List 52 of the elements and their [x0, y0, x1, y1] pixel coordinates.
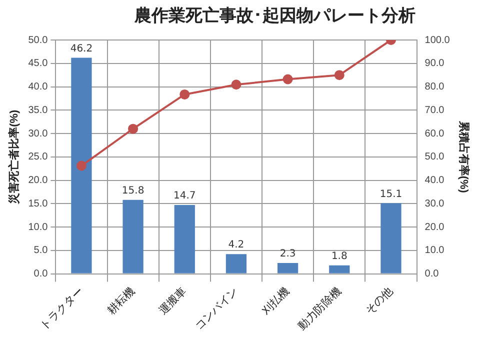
- y-tick-label: 40.0: [28, 82, 48, 93]
- bar: [329, 265, 350, 274]
- data-label: 4.2: [228, 240, 244, 251]
- y2-tick-label: 10.0: [424, 245, 445, 256]
- point: [76, 160, 86, 171]
- y-tick-label: 50.0: [28, 34, 48, 46]
- data-label: 46.2: [70, 43, 93, 54]
- x-tick-label: 運搬車: [156, 284, 189, 318]
- data-label: 15.1: [380, 188, 402, 200]
- y2-tick-label: 20.0: [424, 222, 445, 233]
- data-label: 2.3: [280, 248, 296, 260]
- y2-tick-label: 70.0: [424, 104, 445, 116]
- y2-tick-label: 60.0: [424, 128, 445, 140]
- y-tick-label: 20.0: [28, 175, 48, 186]
- y-tick-label: 15.0: [28, 198, 48, 210]
- y-tick-label: 25.0: [28, 152, 48, 163]
- x-tick-label: トラクター: [38, 285, 86, 333]
- bar: [226, 254, 247, 274]
- y2-tick-label: 90.0: [424, 58, 445, 70]
- data-label: 15.8: [122, 185, 144, 196]
- point: [231, 80, 242, 90]
- point: [334, 70, 344, 80]
- y-tick-label: 30.0: [28, 128, 48, 140]
- y-tick-label: 10.0: [28, 222, 48, 233]
- bar: [174, 205, 195, 274]
- point: [180, 89, 190, 100]
- data-label: 1.8: [331, 250, 348, 262]
- y-tick-label: 5.0: [34, 245, 48, 256]
- x-tick-label: その他: [363, 285, 396, 318]
- x-tick-label: 刈払機: [260, 285, 292, 318]
- y2-tick-label: 100.0: [424, 34, 450, 46]
- y-tick-label: 0.0: [34, 268, 48, 280]
- point: [128, 124, 138, 134]
- data-label: 14.7: [174, 190, 196, 202]
- bar: [380, 203, 402, 274]
- y2-tick-label: 30.0: [424, 198, 445, 210]
- x-tick-label: 動力防除機: [296, 284, 344, 333]
- y2-axis-title: 累積占有率(%): [457, 120, 470, 194]
- y-tick-label: 35.0: [28, 104, 48, 116]
- chart-title: 農作業死亡事故･起因物パレート分析: [133, 5, 416, 27]
- bar: [277, 263, 298, 274]
- y2-tick-label: 40.0: [424, 175, 445, 186]
- bar: [71, 58, 92, 274]
- y-tick-label: 45.0: [28, 58, 48, 70]
- y2-tick-label: 0.0: [424, 268, 440, 280]
- x-tick-label: コンバイン: [193, 285, 240, 333]
- point: [282, 74, 293, 84]
- bar: [122, 200, 144, 274]
- y2-tick-label: 80.0: [424, 82, 445, 93]
- y2-tick-label: 50.0: [424, 152, 445, 163]
- y-axis-title: 災害死亡者比率(%): [8, 110, 21, 205]
- x-tick-label: 耕耘機: [104, 284, 138, 318]
